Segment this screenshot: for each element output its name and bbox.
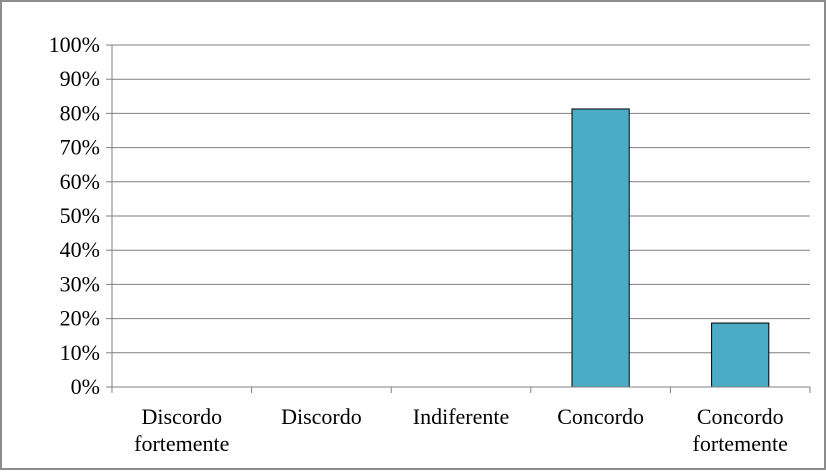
x-category-label-line: Concordo bbox=[697, 404, 784, 429]
y-tick-label: 10% bbox=[60, 340, 100, 365]
y-tick-label: 40% bbox=[60, 237, 100, 262]
y-tick-label: 30% bbox=[60, 271, 100, 296]
x-category-label-line: fortemente bbox=[693, 431, 788, 456]
bars bbox=[571, 108, 770, 388]
x-category-label-line: fortemente bbox=[134, 431, 229, 456]
y-tick-label: 60% bbox=[60, 169, 100, 194]
axes bbox=[106, 44, 811, 393]
y-tick-label: 0% bbox=[71, 374, 100, 399]
x-category-label-line: Discordo bbox=[141, 404, 222, 429]
y-tick-label: 70% bbox=[60, 135, 100, 160]
y-tick-label: 80% bbox=[60, 100, 100, 125]
y-axis-tick-labels: 0% 10% 20% 30% 40% 50% 60% 70% 80% 90% 100% bbox=[49, 32, 100, 399]
x-category-label-line: Discordo bbox=[281, 404, 362, 429]
x-category-label: Discordo bbox=[281, 404, 362, 429]
x-category-label: Concordo bbox=[557, 404, 644, 429]
bar bbox=[571, 108, 630, 388]
x-category-label: Indiferente bbox=[413, 404, 510, 429]
y-tick-label: 100% bbox=[49, 32, 100, 57]
x-category-label: Discordo fortemente bbox=[134, 404, 229, 456]
y-tick-label: 20% bbox=[60, 306, 100, 331]
gridlines bbox=[112, 44, 810, 354]
bar bbox=[711, 322, 770, 388]
y-tick-label: 90% bbox=[60, 66, 100, 91]
x-category-label: Concordo fortemente bbox=[693, 404, 788, 456]
x-category-label-line: Indiferente bbox=[413, 404, 510, 429]
y-tick-label: 50% bbox=[60, 203, 100, 228]
x-category-label-line: Concordo bbox=[557, 404, 644, 429]
